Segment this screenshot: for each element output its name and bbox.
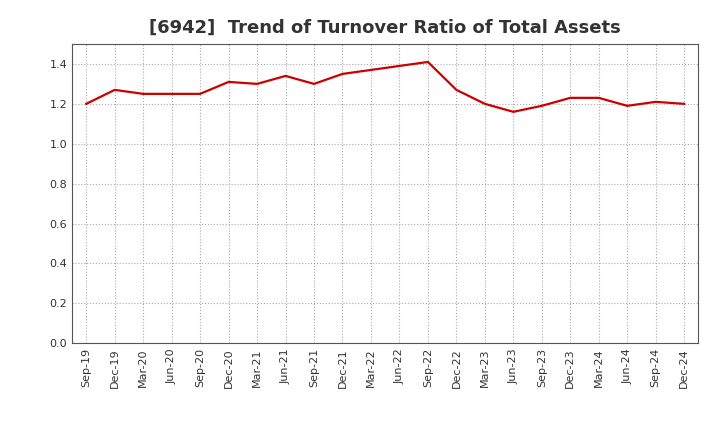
Title: [6942]  Trend of Turnover Ratio of Total Assets: [6942] Trend of Turnover Ratio of Total … (149, 19, 621, 37)
